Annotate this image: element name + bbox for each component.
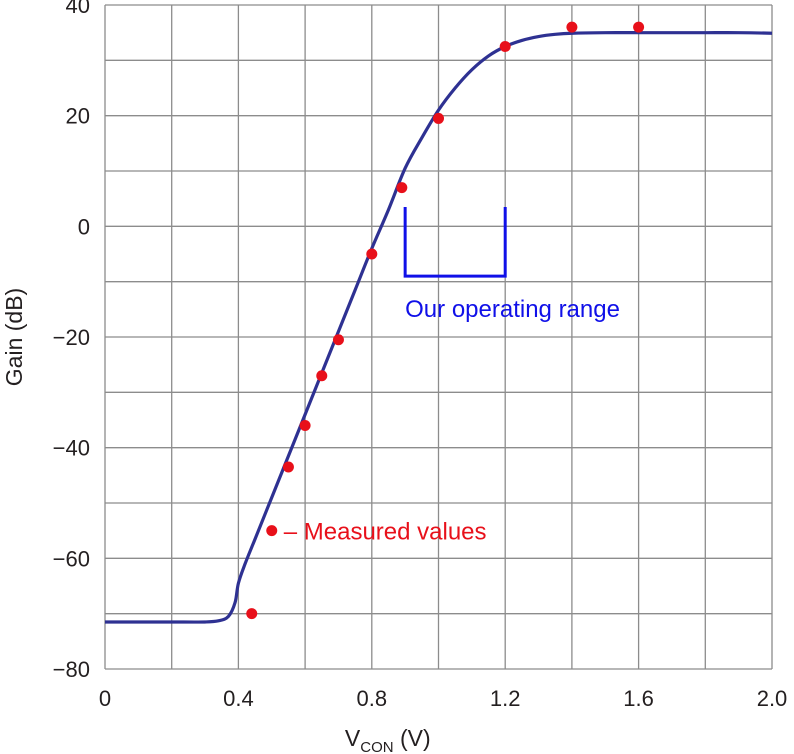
x-axis-label-sub: CON <box>360 739 393 754</box>
annotation-layer: – Measured values Our operating range <box>266 206 620 546</box>
legend-label-measured: – Measured values <box>284 519 487 546</box>
x-tick-label: 0.4 <box>223 686 254 711</box>
measured-point <box>396 182 408 194</box>
x-tick-label: 2.0 <box>757 686 788 711</box>
tick-labels: 0 0.4 0.8 1.2 1.6 2.0 40 20 0 −20 −40 −60 −80 <box>53 0 788 711</box>
y-tick-label: 40 <box>66 0 90 18</box>
measured-point <box>246 608 258 620</box>
operating-range-bracket <box>403 206 507 278</box>
measured-point <box>299 420 311 432</box>
y-tick-label: −40 <box>53 436 90 461</box>
curve-layer <box>105 31 773 624</box>
y-tick-label: 0 <box>78 214 90 239</box>
measured-point <box>433 112 444 124</box>
gain-curve-line <box>105 31 773 624</box>
x-axis-label-main: V <box>345 725 361 751</box>
y-axis-label: Gain (dB) <box>1 288 27 386</box>
x-tick-label: 0 <box>99 686 111 711</box>
measured-point <box>566 21 578 33</box>
x-axis-label-unit: (V) <box>394 725 431 751</box>
legend-marker <box>266 525 278 537</box>
operating-range-label: Our operating range <box>405 296 620 323</box>
x-tick-label: 1.6 <box>623 686 654 711</box>
y-tick-label: −60 <box>53 546 90 571</box>
y-tick-label: −20 <box>53 325 90 350</box>
measured-point <box>499 41 511 52</box>
measured-point <box>332 334 344 346</box>
y-tick-label: −80 <box>53 657 90 682</box>
x-tick-label: 0.8 <box>357 686 388 711</box>
measured-point <box>316 370 328 382</box>
y-tick-label: 20 <box>66 104 90 129</box>
x-axis-label: VCON (V) <box>345 725 431 754</box>
points-layer <box>246 21 645 620</box>
measured-point <box>366 248 378 260</box>
measured-point <box>282 461 294 473</box>
x-tick-label: 1.2 <box>490 686 521 711</box>
measured-point <box>633 21 645 33</box>
